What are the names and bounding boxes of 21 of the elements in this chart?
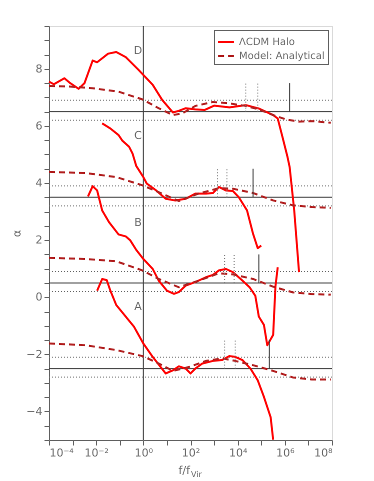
y-tick-label: 0 <box>36 290 42 304</box>
x-tick-label: 10⁸ <box>314 446 334 460</box>
y-axis-title: α <box>10 230 24 238</box>
x-tick-label: 10⁻⁴ <box>50 446 74 460</box>
y-tick-label: 4 <box>36 176 42 190</box>
annotation: C <box>134 129 142 142</box>
annotation: B <box>134 216 142 229</box>
y-tick-label: 2 <box>36 234 42 247</box>
y-tick-label: 6 <box>36 119 42 132</box>
y-tick-label: −2 <box>26 348 42 361</box>
annotation: D <box>134 44 142 57</box>
annotation: A <box>134 300 142 313</box>
legend-label: Model: Analytical <box>239 51 325 62</box>
x-tick-label: 10⁶ <box>276 446 296 460</box>
y-tick-label: −4 <box>26 404 42 418</box>
y-tick-label: 8 <box>36 62 42 76</box>
x-tick-label: 10⁰ <box>134 446 154 460</box>
x-tick-label: 10² <box>182 446 200 460</box>
x-tick-label: 10⁻² <box>84 446 109 460</box>
legend-label: ΛCDM Halo <box>239 37 295 48</box>
x-tick-label: 10⁴ <box>228 446 248 460</box>
